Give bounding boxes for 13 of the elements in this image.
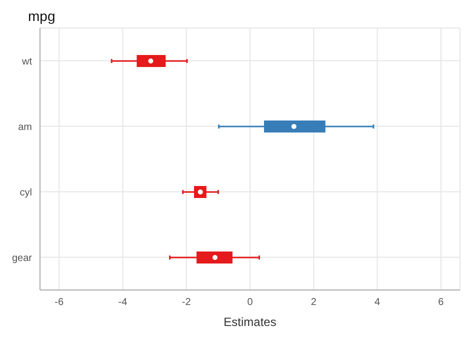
x-tick-label: -6 [54, 297, 64, 308]
chart-title: mpg [28, 8, 56, 24]
x-axis-title: Estimates [224, 315, 276, 329]
x-tick-label: 6 [438, 297, 444, 308]
x-tick-label: 0 [247, 297, 254, 308]
y-tick-label: wt [21, 56, 32, 68]
y-tick-label: am [18, 122, 32, 133]
x-tick-label: -4 [118, 297, 128, 308]
x-tick-label: 4 [374, 297, 380, 308]
x-tick-label: -2 [182, 297, 192, 308]
x-tick-label: 2 [310, 297, 317, 308]
y-tick-label: gear [12, 252, 33, 264]
y-tick-label: cyl [20, 187, 32, 198]
